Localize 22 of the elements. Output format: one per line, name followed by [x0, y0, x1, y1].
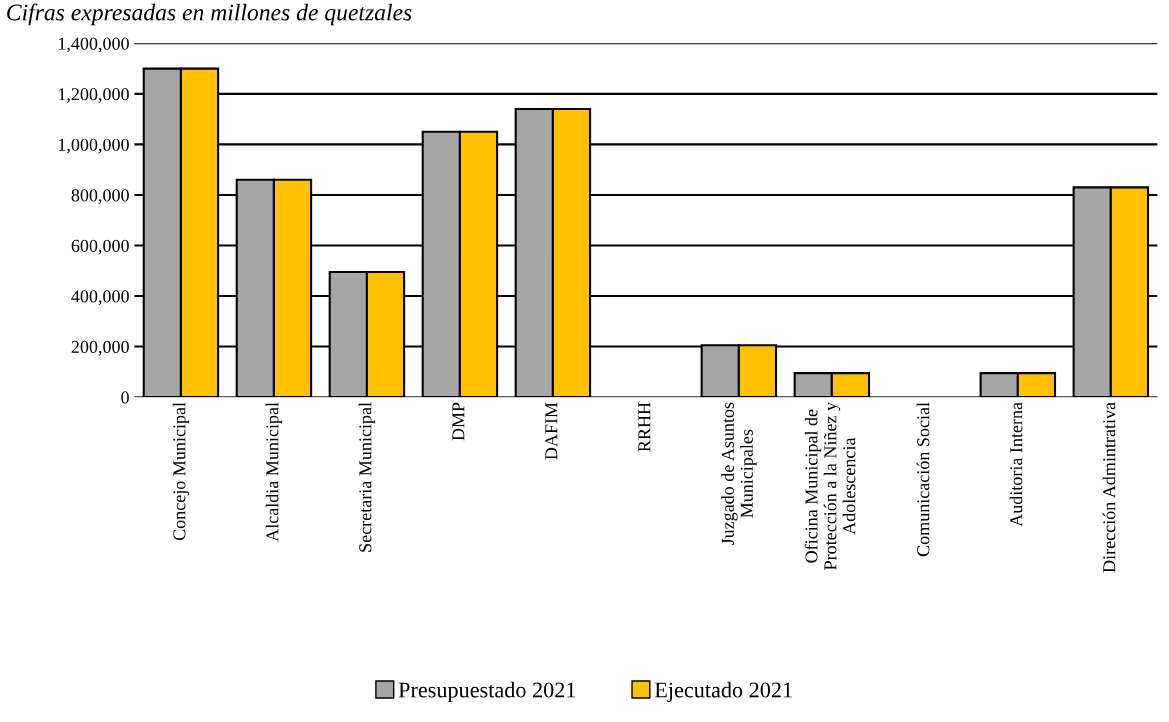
x-tick-label: Auditoria Interna	[1009, 402, 1023, 527]
y-tick-label: 600,000	[71, 239, 129, 255]
x-tick-label: Juzgado de Asuntos Municipales	[721, 402, 757, 546]
y-tick-label: 800,000	[71, 189, 129, 204]
y-tick-label: 1,400,000	[58, 37, 129, 53]
x-tick-label: Comunicación Social	[916, 402, 930, 557]
y-tick-label: 0	[121, 391, 129, 404]
x-tick-label: DMP	[452, 402, 465, 441]
x-tick-label: Secretaria Municipal	[358, 402, 376, 552]
x-tick-label: DAFIM	[545, 402, 558, 460]
y-tick-label: 200,000	[71, 340, 129, 356]
x-tick-label: Alcaldia Municipal	[265, 402, 283, 542]
y-tick-label: 1,000,000	[58, 138, 129, 154]
y-tick-label: 400,000	[71, 290, 129, 306]
x-tick-label: Dirección Admintrativa	[1102, 402, 1116, 573]
chart-title: Cifras expresadas en millones de quetzales	[7, 3, 412, 26]
legend-label: Presupuestado 2021	[398, 681, 576, 702]
x-tick-label: Concejo Municipal	[172, 402, 190, 541]
x-tick-label: Oficina Municipal de Protección a la Niñez y Adolescencia	[804, 402, 856, 570]
y-tick-label: 1,200,000	[58, 88, 129, 103]
x-tick-label: RRHH	[638, 402, 651, 452]
legend-label: Ejecutado 2021	[654, 681, 792, 702]
